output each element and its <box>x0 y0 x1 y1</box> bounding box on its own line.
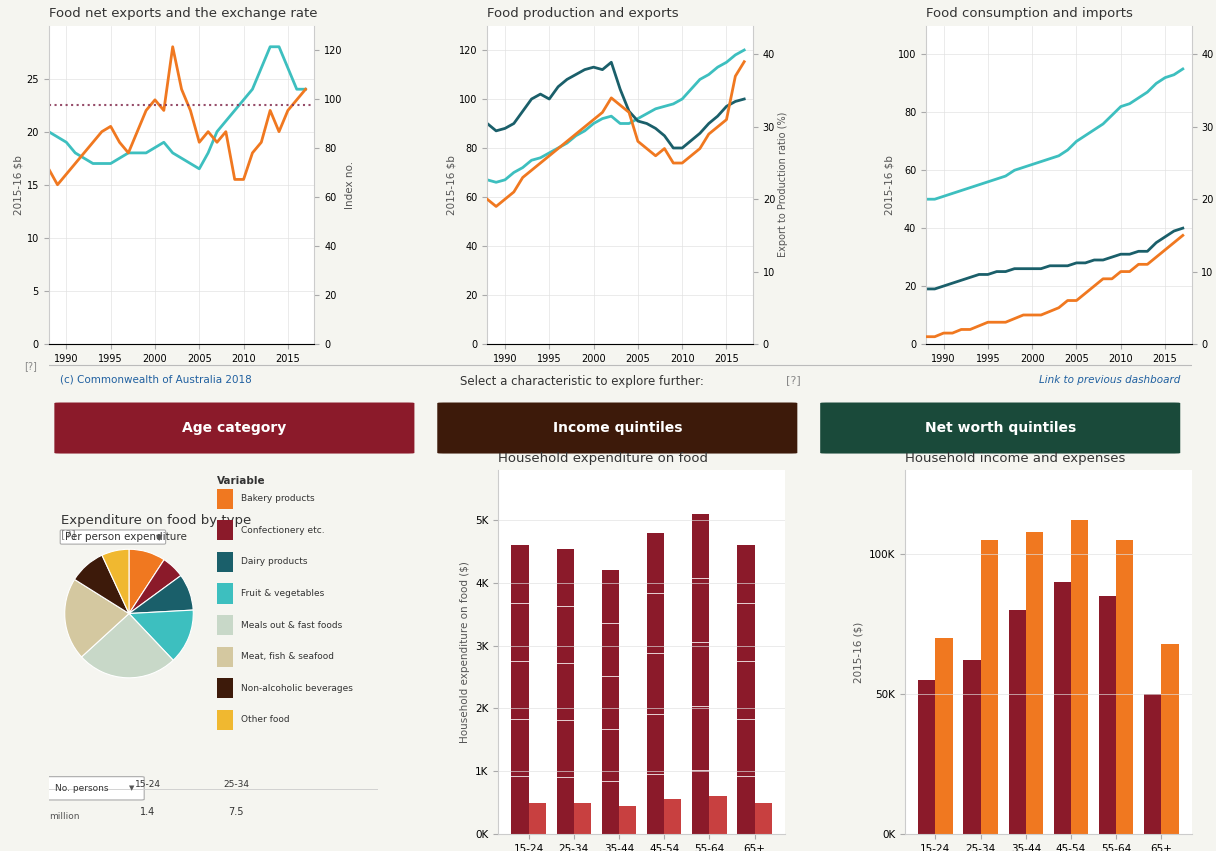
Bar <box>755 802 772 834</box>
Text: Fruit & vegetables: Fruit & vegetables <box>242 589 325 598</box>
Bar <box>557 549 574 834</box>
Bar <box>1144 694 1161 834</box>
FancyBboxPatch shape <box>218 678 233 698</box>
Wedge shape <box>102 549 129 614</box>
Text: [?]: [?] <box>62 528 77 539</box>
Wedge shape <box>129 560 181 614</box>
Bar <box>1161 643 1178 834</box>
Y-axis label: 2015-16 $b: 2015-16 $b <box>13 155 23 214</box>
Text: Select a characteristic to explore further:: Select a characteristic to explore furth… <box>460 375 704 388</box>
Text: Household income and expenses: Household income and expenses <box>905 452 1126 465</box>
Text: Meals out & fast foods: Meals out & fast foods <box>242 620 343 630</box>
Wedge shape <box>64 580 129 657</box>
Wedge shape <box>129 575 193 614</box>
Text: 15-24: 15-24 <box>135 780 161 790</box>
Bar <box>1026 532 1043 834</box>
Text: Household expenditure on food: Household expenditure on food <box>499 452 709 465</box>
Text: Income quintiles: Income quintiles <box>552 421 682 435</box>
Wedge shape <box>74 555 129 614</box>
Bar <box>980 540 998 834</box>
Text: million: million <box>49 812 79 821</box>
Text: Dairy products: Dairy products <box>242 557 308 567</box>
Text: Other food: Other food <box>242 715 291 724</box>
Bar <box>529 802 546 834</box>
FancyBboxPatch shape <box>218 615 233 635</box>
Bar <box>602 570 619 834</box>
Bar <box>1099 596 1116 834</box>
Text: Per person expenditure: Per person expenditure <box>64 532 186 542</box>
Text: Non-alcoholic beverages: Non-alcoholic beverages <box>242 683 354 693</box>
Bar <box>1116 540 1133 834</box>
Text: Food net exports and the exchange rate: Food net exports and the exchange rate <box>49 7 317 20</box>
Text: (c) Commonwealth of Australia 2018: (c) Commonwealth of Australia 2018 <box>60 375 252 385</box>
Bar <box>918 680 935 834</box>
Text: Food production and exports: Food production and exports <box>488 7 679 20</box>
Text: Food consumption and imports: Food consumption and imports <box>925 7 1133 20</box>
FancyBboxPatch shape <box>218 551 233 572</box>
Text: Age category: Age category <box>182 421 287 435</box>
Bar <box>709 797 727 834</box>
FancyBboxPatch shape <box>218 584 233 603</box>
Text: Net worth quintiles: Net worth quintiles <box>924 421 1076 435</box>
Bar <box>1054 582 1071 834</box>
FancyBboxPatch shape <box>218 520 233 540</box>
Bar <box>647 533 664 834</box>
Text: Bakery products: Bakery products <box>242 494 315 503</box>
Bar <box>574 802 591 834</box>
Bar <box>664 799 681 834</box>
Text: ▼: ▼ <box>129 785 135 791</box>
FancyBboxPatch shape <box>45 777 145 800</box>
Text: 1.4: 1.4 <box>140 807 156 817</box>
Bar <box>963 660 980 834</box>
FancyBboxPatch shape <box>218 488 233 509</box>
Text: 7.5: 7.5 <box>229 807 244 817</box>
Text: ▼: ▼ <box>156 533 163 541</box>
Wedge shape <box>81 614 173 678</box>
FancyBboxPatch shape <box>55 403 415 454</box>
Bar <box>935 638 952 834</box>
Text: Expenditure on food by type: Expenditure on food by type <box>62 514 252 527</box>
Text: Link to previous dashboard: Link to previous dashboard <box>1038 375 1181 385</box>
Y-axis label: Index no.: Index no. <box>345 161 355 208</box>
Y-axis label: Household expenditure on food ($): Household expenditure on food ($) <box>460 561 469 743</box>
Text: No. persons: No. persons <box>55 784 108 793</box>
Bar <box>619 806 636 834</box>
FancyBboxPatch shape <box>61 530 165 544</box>
Text: [?]: [?] <box>23 361 36 371</box>
FancyBboxPatch shape <box>218 647 233 666</box>
Bar <box>737 545 755 834</box>
Y-axis label: Export to Production ratio (%): Export to Production ratio (%) <box>778 112 788 257</box>
Bar <box>1008 610 1026 834</box>
Bar <box>692 514 709 834</box>
Text: Meat, fish & seafood: Meat, fish & seafood <box>242 652 334 661</box>
Text: Confectionery etc.: Confectionery etc. <box>242 526 325 534</box>
Text: Variable: Variable <box>218 476 266 486</box>
Y-axis label: 2015-16 $b: 2015-16 $b <box>446 155 456 214</box>
Text: 25-34: 25-34 <box>224 780 249 790</box>
Bar <box>1071 521 1088 834</box>
Wedge shape <box>129 549 164 614</box>
Text: [?]: [?] <box>786 375 800 385</box>
FancyBboxPatch shape <box>438 403 798 454</box>
FancyBboxPatch shape <box>218 710 233 730</box>
Wedge shape <box>129 610 193 660</box>
Y-axis label: 2015-16 $b: 2015-16 $b <box>885 155 895 214</box>
FancyBboxPatch shape <box>820 403 1181 454</box>
Y-axis label: 2015-16 ($): 2015-16 ($) <box>854 621 863 683</box>
Bar <box>512 545 529 834</box>
